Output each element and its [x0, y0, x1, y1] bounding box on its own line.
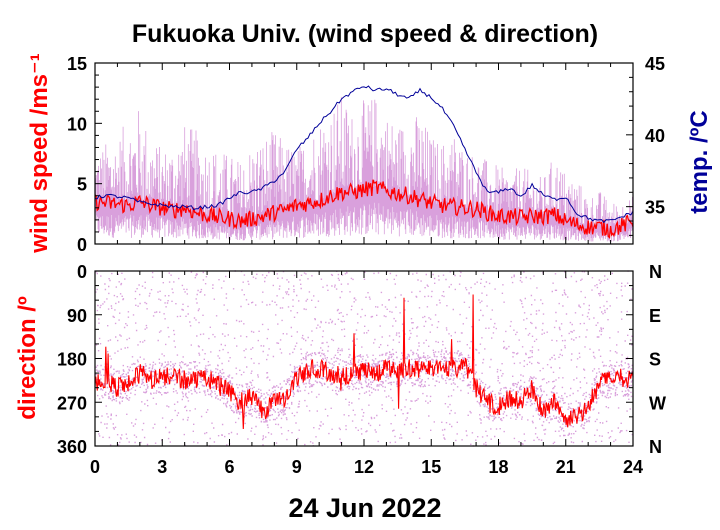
- speed-tick-label: 10: [67, 114, 87, 134]
- temp-tick-label: 45: [645, 54, 665, 74]
- hour-tick-label: 21: [556, 457, 576, 477]
- speed-tick-label: 15: [67, 54, 87, 74]
- date-axis-label: 24 Jun 2022: [288, 493, 441, 523]
- temperature-series: [94, 85, 634, 224]
- hour-tick-label: 18: [488, 457, 508, 477]
- compass-tick-label: E: [649, 306, 661, 326]
- direction-tick-label: 270: [57, 393, 87, 413]
- raw-direction-series: [95, 270, 634, 447]
- hour-tick-label: 15: [421, 457, 441, 477]
- speed-tick-label: 5: [77, 175, 87, 195]
- direction-axis-label: direction /º: [14, 296, 41, 420]
- compass-tick-label: N: [649, 437, 662, 457]
- compass-tick-label: N: [649, 262, 662, 282]
- hour-tick-label: 0: [90, 457, 100, 477]
- wind-direction-panel: 0 90 180 270 360 N E S W N 0 3 6 9 12 15 18 21 24: [57, 262, 666, 477]
- gust-speed-series: [94, 96, 634, 242]
- chart-title: Fukuoka Univ. (wind speed & direction): [132, 20, 598, 48]
- mean-direction-series: [94, 294, 634, 430]
- hour-tick-label: 9: [292, 457, 302, 477]
- temp-tick-label: 35: [645, 198, 665, 218]
- hour-tick-label: 3: [157, 457, 167, 477]
- direction-tick-label: 0: [77, 262, 87, 282]
- hour-tick-label: 12: [354, 457, 374, 477]
- mean-speed-series: [94, 179, 634, 239]
- direction-tick-label: 360: [57, 437, 87, 457]
- hour-tick-label: 6: [224, 457, 234, 477]
- speed-tick-label: 0: [77, 235, 87, 255]
- temp-tick-label: 40: [645, 126, 665, 146]
- compass-tick-label: S: [649, 350, 661, 370]
- wind-speed-panel: 0 5 10 15 35 40 45: [67, 54, 665, 255]
- direction-tick-label: 180: [57, 350, 87, 370]
- compass-tick-label: W: [649, 393, 666, 413]
- direction-tick-label: 90: [67, 306, 87, 326]
- temperature-axis-label: temp. /ºC: [686, 110, 713, 213]
- wind-speed-axis-label: wind speed /ms⁻¹: [26, 53, 53, 253]
- hour-tick-label: 24: [623, 457, 643, 477]
